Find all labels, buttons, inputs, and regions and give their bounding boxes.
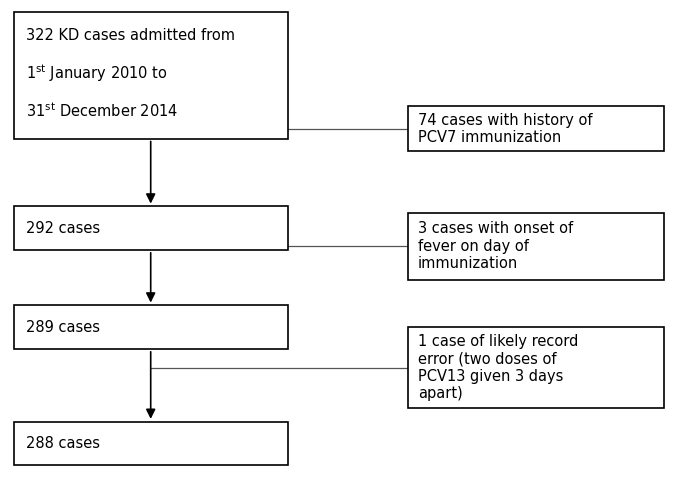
FancyBboxPatch shape — [14, 422, 288, 465]
Text: 292 cases: 292 cases — [26, 221, 100, 236]
Text: 288 cases: 288 cases — [26, 436, 100, 451]
Text: 31$^\mathregular{st}$ December 2014: 31$^\mathregular{st}$ December 2014 — [26, 101, 178, 120]
Text: 74 cases with history of
PCV7 immunization: 74 cases with history of PCV7 immunizati… — [418, 112, 593, 145]
Text: 3 cases with onset of
fever on day of
immunization: 3 cases with onset of fever on day of im… — [418, 221, 573, 271]
FancyBboxPatch shape — [14, 206, 288, 250]
FancyBboxPatch shape — [408, 213, 664, 280]
FancyBboxPatch shape — [408, 327, 664, 408]
FancyBboxPatch shape — [14, 12, 288, 139]
Text: 322 KD cases admitted from: 322 KD cases admitted from — [26, 28, 235, 43]
Text: 289 cases: 289 cases — [26, 320, 100, 335]
FancyBboxPatch shape — [408, 106, 664, 151]
Text: 1$^\mathregular{st}$ January 2010 to: 1$^\mathregular{st}$ January 2010 to — [26, 62, 168, 84]
FancyBboxPatch shape — [14, 305, 288, 349]
Text: 1 case of likely record
error (two doses of
PCV13 given 3 days
apart): 1 case of likely record error (two doses… — [418, 334, 578, 401]
